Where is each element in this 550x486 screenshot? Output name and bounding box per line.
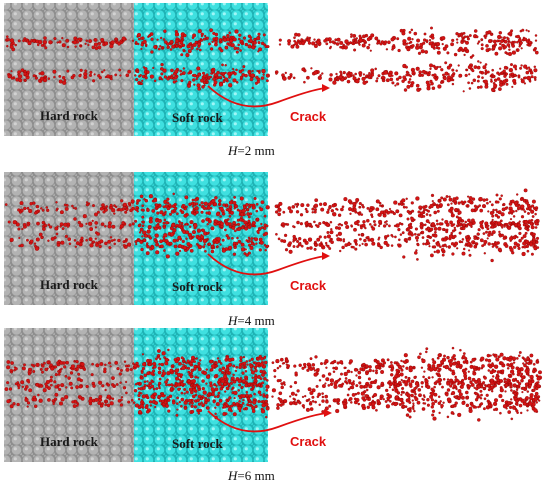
crack-particles-isolated [274, 26, 539, 93]
panel-caption: H=6 mm [227, 468, 275, 483]
crack-arrow [207, 252, 330, 276]
crack-label: Crack [290, 278, 327, 293]
crack-particles-specimen [4, 348, 270, 420]
soft-rock-region [134, 3, 268, 136]
soft-rock-label: Soft rock [172, 110, 223, 125]
hard-rock-label: Hard rock [40, 434, 99, 449]
crack-particles-specimen [5, 28, 270, 91]
soft-rock-label: Soft rock [172, 279, 223, 294]
crack-particles-isolated [271, 346, 543, 422]
panel-caption: H=2 mm [227, 143, 275, 158]
hard-rock-region [4, 328, 134, 462]
crack-arrow [207, 84, 330, 108]
caption-value: =2 mm [237, 143, 274, 158]
panel-h2: Hard rock Soft rock Crack H=2 mm [4, 3, 539, 158]
hard-rock-label: Hard rock [40, 277, 99, 292]
caption-variable: H [227, 143, 238, 158]
caption-variable: H [227, 313, 238, 328]
soft-rock-label: Soft rock [172, 436, 223, 451]
crack-label: Crack [290, 109, 327, 124]
crack-label: Crack [290, 434, 327, 449]
caption-variable: H [227, 468, 238, 483]
caption-value: =6 mm [237, 468, 274, 483]
crack-particles-specimen [4, 192, 270, 259]
panel-caption: H=4 mm [227, 313, 275, 328]
hard-rock-label: Hard rock [40, 108, 99, 123]
crack-particles-isolated [274, 188, 540, 263]
panel-h4: Hard rock Soft rock Crack H=4 mm [4, 172, 540, 328]
crack-arrow [207, 409, 332, 433]
caption-value: =4 mm [237, 313, 274, 328]
panel-h6: Hard rock Soft rock Crack H=6 mm [4, 328, 543, 483]
hard-rock-region [4, 3, 134, 136]
